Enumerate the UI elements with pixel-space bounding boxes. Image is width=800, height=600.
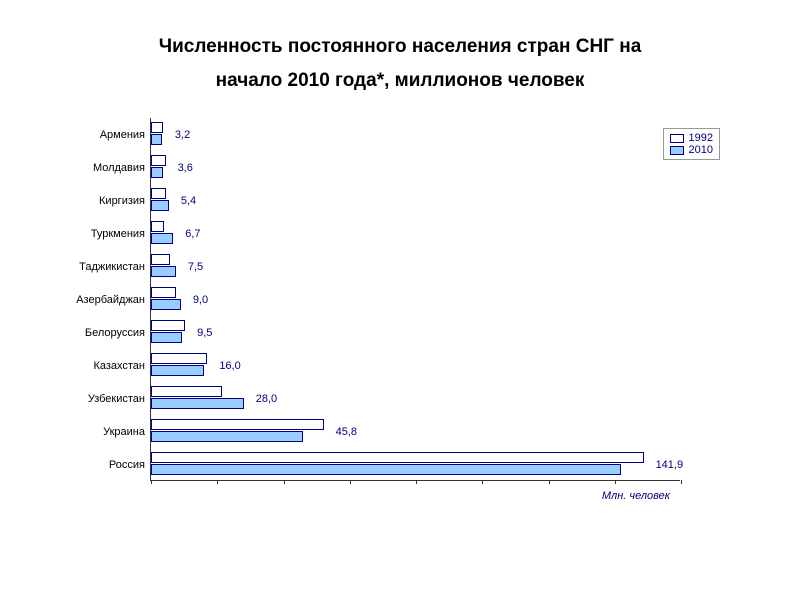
chart-title: Численность постоянного населения стран … [0,0,800,118]
bar-1992 [151,122,163,133]
bar-row: Белоруссия9,5 [151,316,680,349]
category-label: Армения [11,129,151,141]
bar-2010 [151,398,244,409]
value-label: 3,2 [169,129,190,141]
bar-1992 [151,419,324,430]
x-axis-label: Млн. человек [602,490,670,502]
category-label: Узбекистан [11,393,151,405]
bar-2010 [151,266,176,277]
bar-row: Украина45,8 [151,415,680,448]
bar-row: Азербайджан9,0 [151,283,680,316]
bar-row: Киргизия5,4 [151,184,680,217]
title-line-2: начало 2010 года*, миллионов человек [60,64,740,98]
bar-1992 [151,287,176,298]
bar-1992 [151,221,164,232]
value-label: 9,0 [187,294,208,306]
bar-2010 [151,464,621,475]
category-label: Россия [11,459,151,471]
legend-label-2010: 2010 [689,144,713,156]
category-label: Украина [11,426,151,438]
title-line-1: Численность постоянного населения стран … [60,30,740,64]
value-label: 6,7 [179,228,200,240]
value-label: 9,5 [191,327,212,339]
bar-row: Туркмения6,7 [151,217,680,250]
category-label: Таджикистан [11,261,151,273]
bar-1992 [151,452,644,463]
value-label: 3,6 [172,162,193,174]
x-tick [681,480,682,484]
bar-row: Таджикистан7,5 [151,250,680,283]
bar-1992 [151,188,166,199]
bar-1992 [151,353,207,364]
bar-1992 [151,386,222,397]
bar-2010 [151,233,173,244]
category-label: Белоруссия [11,327,151,339]
bar-row: Узбекистан28,0 [151,382,680,415]
bar-row: Молдавия3,6 [151,151,680,184]
bar-2010 [151,134,162,145]
value-label: 28,0 [250,393,277,405]
bar-row: Казахстан16,0 [151,349,680,382]
bar-2010 [151,200,169,211]
value-label: 141,9 [650,459,684,471]
bar-2010 [151,431,303,442]
bar-1992 [151,320,185,331]
bar-2010 [151,167,163,178]
bar-2010 [151,365,204,376]
category-label: Молдавия [11,162,151,174]
bar-row: Россия141,9 [151,448,680,481]
bar-1992 [151,254,170,265]
legend-label-1992: 1992 [689,132,713,144]
value-label: 5,4 [175,195,196,207]
category-label: Туркмения [11,228,151,240]
value-label: 45,8 [330,426,357,438]
category-label: Азербайджан [11,294,151,306]
bar-2010 [151,299,181,310]
plot-area: Млн. человек Армения3,2Молдавия3,6Киргиз… [150,118,680,481]
value-label: 16,0 [213,360,240,372]
bar-2010 [151,332,182,343]
bar-row: Армения3,2 [151,118,680,151]
bar-1992 [151,155,166,166]
category-label: Казахстан [11,360,151,372]
chart-container: 1992 2010 Млн. человек Армения3,2Молдави… [0,118,800,481]
category-label: Киргизия [11,195,151,207]
value-label: 7,5 [182,261,203,273]
